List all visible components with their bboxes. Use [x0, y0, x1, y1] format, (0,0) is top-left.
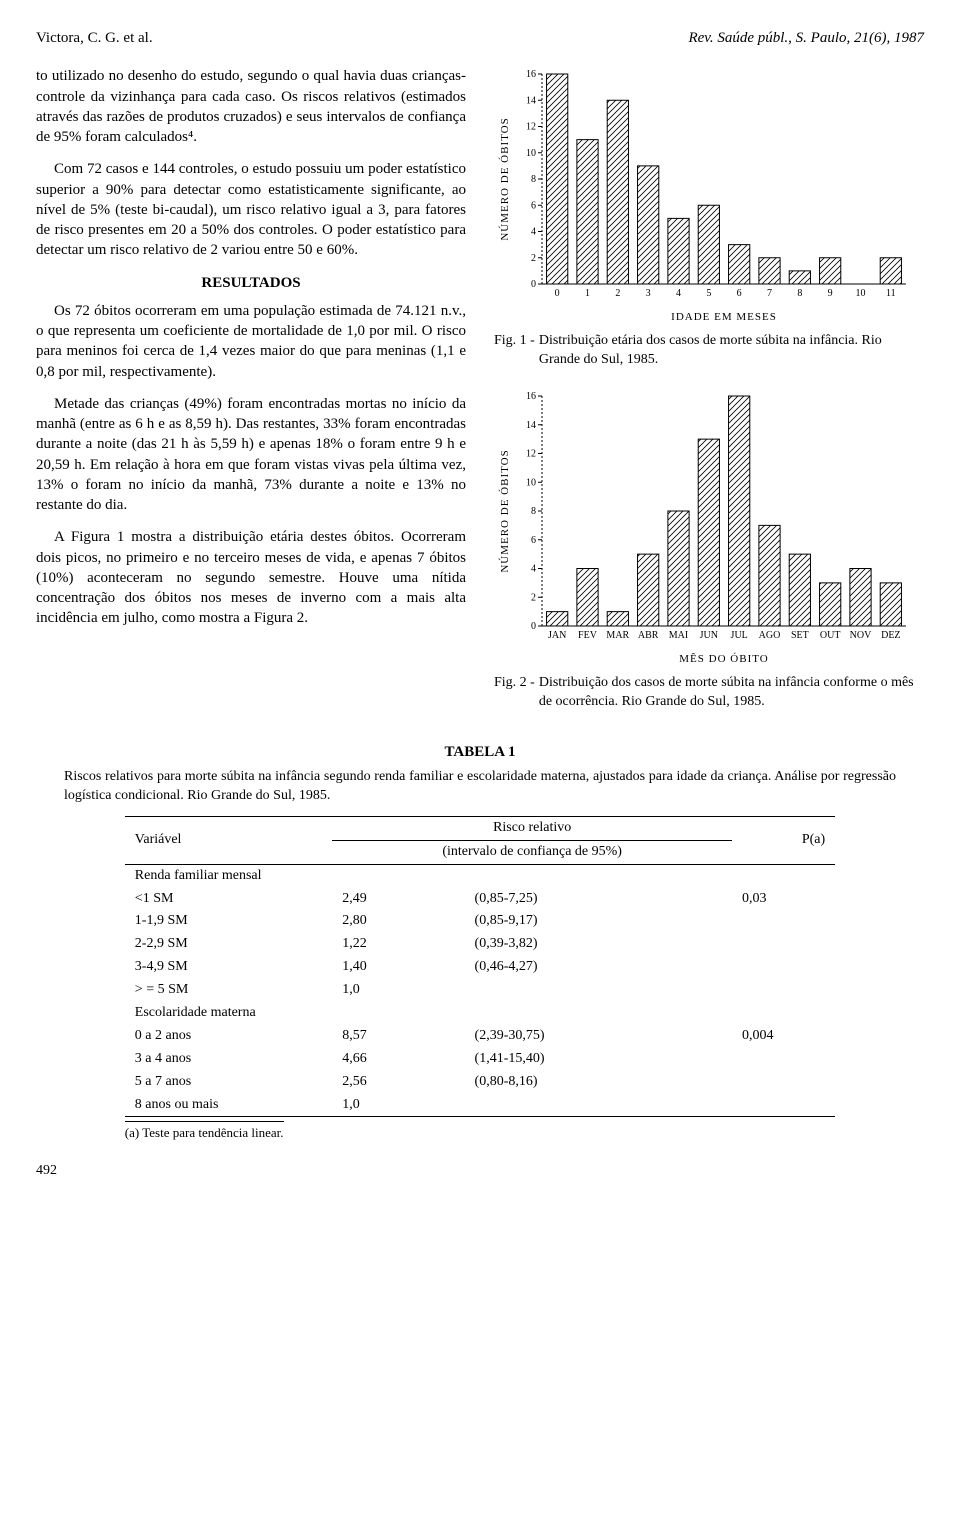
svg-text:16: 16	[526, 391, 536, 402]
svg-text:6: 6	[531, 201, 536, 212]
svg-text:JAN: JAN	[548, 630, 566, 641]
th-variable: Variável	[125, 816, 333, 864]
th-p: P(a)	[732, 816, 835, 864]
svg-text:4: 4	[676, 288, 681, 299]
svg-text:MÊS DO ÓBITO: MÊS DO ÓBITO	[679, 653, 768, 665]
svg-text:5: 5	[706, 288, 711, 299]
figure-2: 0 2 4 6 8 10 12 14 16 JAN FEV MAR ABR MAI JUN JUL AGO SET…	[494, 388, 924, 712]
svg-text:2: 2	[615, 288, 620, 299]
th-rr: Risco relativo	[332, 816, 732, 840]
svg-text:12: 12	[526, 122, 536, 133]
th-ci: (intervalo de confiança de 95%)	[332, 840, 732, 864]
paragraph-5: A Figura 1 mostra a distribuição etária …	[36, 527, 466, 628]
svg-text:10: 10	[526, 477, 536, 488]
figure-1: 024681012141601234567891011IDADE EM MESE…	[494, 66, 924, 370]
svg-text:4: 4	[531, 564, 536, 575]
fig2-label: Fig. 2 -	[494, 674, 535, 712]
svg-text:6: 6	[737, 288, 742, 299]
svg-text:MAR: MAR	[606, 630, 629, 641]
paragraph-1: to utilizado no desenho do estudo, segun…	[36, 66, 466, 147]
svg-text:7: 7	[767, 288, 772, 299]
svg-text:8: 8	[531, 506, 536, 517]
running-head-right: Rev. Saúde públ., S. Paulo, 21(6), 1987	[688, 28, 924, 48]
table-1: Variável Risco relativo P(a) (intervalo …	[125, 816, 835, 1118]
svg-text:0: 0	[555, 288, 560, 299]
svg-text:3: 3	[646, 288, 651, 299]
fig1-label: Fig. 1 -	[494, 332, 535, 370]
svg-text:9: 9	[828, 288, 833, 299]
running-head-left: Victora, C. G. et al.	[36, 28, 153, 48]
svg-text:0: 0	[531, 621, 536, 632]
page-number: 492	[36, 1162, 924, 1181]
fig1-caption: Distribuição etária dos casos de morte s…	[539, 332, 924, 370]
svg-text:4: 4	[531, 227, 536, 238]
svg-text:11: 11	[886, 288, 896, 299]
svg-text:DEZ: DEZ	[881, 630, 900, 641]
svg-text:JUL: JUL	[731, 630, 748, 641]
svg-text:10: 10	[526, 148, 536, 159]
svg-text:14: 14	[526, 96, 536, 107]
svg-text:AGO: AGO	[759, 630, 781, 641]
svg-text:OUT: OUT	[820, 630, 841, 641]
svg-text:8: 8	[531, 174, 536, 185]
svg-text:0: 0	[531, 279, 536, 290]
svg-text:MAI: MAI	[669, 630, 688, 641]
section-title-resultados: RESULTADOS	[36, 273, 466, 293]
svg-text:ABR: ABR	[638, 630, 659, 641]
fig2-caption: Distribuição dos casos de morte súbita n…	[539, 674, 924, 712]
svg-text:SET: SET	[791, 630, 809, 641]
table-note: (a) Teste para tendência linear.	[125, 1121, 284, 1142]
svg-text:JUN: JUN	[700, 630, 718, 641]
paragraph-4: Metade das crianças (49%) foram encontra…	[36, 394, 466, 516]
svg-text:14: 14	[526, 420, 536, 431]
table-title: TABELA 1	[36, 742, 924, 762]
svg-text:12: 12	[526, 449, 536, 460]
paragraph-2: Com 72 casos e 144 controles, o estudo p…	[36, 159, 466, 260]
svg-text:2: 2	[531, 253, 536, 264]
svg-text:6: 6	[531, 535, 536, 546]
svg-text:2: 2	[531, 592, 536, 603]
paragraph-3: Os 72 óbitos ocorreram em uma população …	[36, 301, 466, 382]
table-caption: Riscos relativos para morte súbita na in…	[64, 768, 896, 806]
svg-text:IDADE EM MESES: IDADE EM MESES	[671, 311, 777, 323]
svg-text:10: 10	[856, 288, 866, 299]
svg-text:1: 1	[585, 288, 590, 299]
svg-text:FEV: FEV	[578, 630, 598, 641]
svg-text:NÚMERO DE ÓBITOS: NÚMERO DE ÓBITOS	[499, 118, 511, 241]
svg-text:16: 16	[526, 69, 536, 80]
svg-text:8: 8	[797, 288, 802, 299]
svg-text:NOV: NOV	[850, 630, 872, 641]
svg-text:NÚMERO DE ÓBITOS: NÚMERO DE ÓBITOS	[499, 449, 511, 572]
